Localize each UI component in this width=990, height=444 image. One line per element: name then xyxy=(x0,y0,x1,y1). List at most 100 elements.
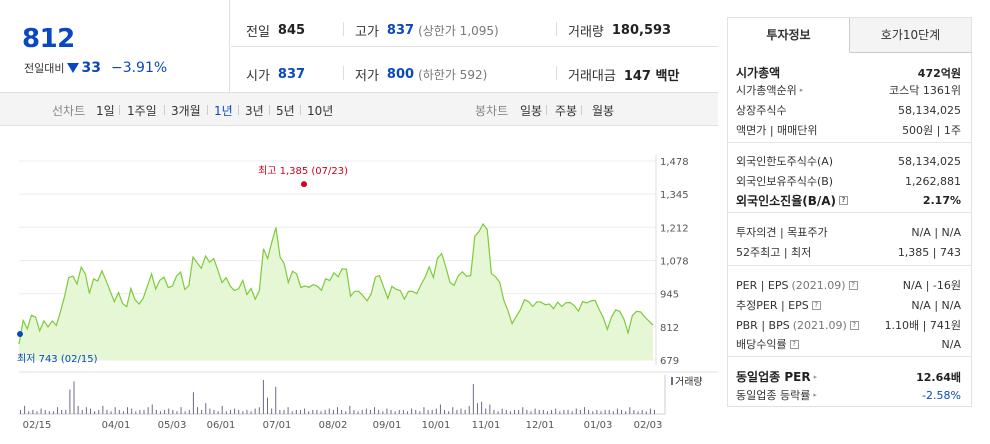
volume-bar xyxy=(402,409,404,414)
help-icon[interactable]: ? xyxy=(811,300,821,310)
est-per-value: N/A | N/A xyxy=(911,298,961,312)
tab-order-book[interactable]: 호가10단계 xyxy=(850,18,971,53)
volume-bar xyxy=(184,411,186,414)
foreign-hold-value: 1,262,881 xyxy=(905,174,961,188)
volume-bar xyxy=(188,409,190,414)
period-10y[interactable]: 10년 xyxy=(307,104,334,118)
candle-monthly[interactable]: 월봉 xyxy=(592,104,615,118)
volume-bar xyxy=(118,409,120,414)
volume-bar xyxy=(172,409,174,414)
foreign-limit-row: 외국인한도주식수(A) 58,134,025 xyxy=(736,153,961,169)
volume-bar xyxy=(304,408,306,414)
pbr-bps-value: 1.10배 | 741원 xyxy=(884,319,961,332)
open-price: 시가 837 xyxy=(246,65,305,84)
volume-bar xyxy=(36,411,38,414)
period-1w[interactable]: 1주일 xyxy=(127,104,157,118)
period-3m[interactable]: 3개월 xyxy=(171,104,201,118)
volume-bar xyxy=(398,409,400,414)
volume-label: 거래량 xyxy=(568,25,604,40)
volume-bar xyxy=(621,409,623,414)
volume-bar xyxy=(489,404,491,414)
volume-bar xyxy=(332,409,334,414)
price-chart[interactable]: 1,478 1,345 1,212 1,078 945 812 679 최고 1,385 (… xyxy=(0,127,718,444)
change-value: 33 xyxy=(81,60,101,76)
volume-bar xyxy=(501,408,503,414)
period-5y[interactable]: 5년 xyxy=(276,104,295,118)
help-icon[interactable]: ? xyxy=(839,196,849,205)
market-cap-label: 시가총액 xyxy=(736,66,781,80)
industry-per-row: 동일업종 PER ▸ 12.64배 xyxy=(736,368,961,385)
candle-weekly[interactable]: 주봉 xyxy=(555,104,578,118)
volume-bar xyxy=(374,407,376,414)
volume-bar xyxy=(98,409,100,414)
help-icon[interactable]: ? xyxy=(848,280,858,290)
opinion-label: 투자의견 | 목표주가 xyxy=(736,226,828,239)
shares-label: 상장주식수 xyxy=(736,104,787,117)
low-value: 800 xyxy=(386,67,415,82)
y-tick-label: 1,078 xyxy=(660,257,689,268)
high-marker-label: 최고 1,385 (07/23) xyxy=(258,165,348,177)
volume-bar xyxy=(654,409,655,414)
volume-bar xyxy=(415,409,417,414)
volume-bar xyxy=(431,409,433,414)
low-marker-dot xyxy=(17,331,23,338)
opinion-row: 투자의견 | 목표주가 N/A | N/A xyxy=(736,224,961,240)
volume-bar xyxy=(645,411,647,414)
volume-bar xyxy=(584,407,586,414)
volume-bar xyxy=(497,411,499,414)
price-area-fill xyxy=(19,224,653,360)
volume-bar xyxy=(262,380,264,414)
volume-bar xyxy=(579,409,581,414)
volume-bar xyxy=(567,409,569,414)
help-icon[interactable]: ? xyxy=(789,339,799,349)
candle-daily[interactable]: 일봉 xyxy=(520,104,543,118)
volume-bar xyxy=(192,392,194,414)
volume-bar xyxy=(159,411,161,414)
y-tick-label: 1,212 xyxy=(660,223,689,234)
market-cap-rank-value: 코스닥 1361위 xyxy=(889,84,961,97)
volume-bar xyxy=(48,411,50,414)
caret-right-icon: ▸ xyxy=(813,391,817,399)
change-rate: −3.91% xyxy=(110,60,168,76)
tab-investment-info[interactable]: 투자정보 xyxy=(728,18,850,53)
x-tick-label: 07/01 xyxy=(263,420,292,431)
volume-bar xyxy=(176,411,178,414)
volume-bar xyxy=(320,411,322,414)
current-price: 812 xyxy=(22,24,75,54)
dividend-row: 배당수익률? N/A xyxy=(736,336,961,352)
foreign-limit-value: 58,134,025 xyxy=(898,154,961,168)
volume-bar xyxy=(106,409,108,414)
volume-bar xyxy=(522,407,524,414)
volume-bar xyxy=(444,409,446,414)
volume-bar xyxy=(369,409,371,414)
volume-bar xyxy=(608,409,610,414)
help-icon[interactable]: ? xyxy=(849,320,859,330)
volume-bar xyxy=(538,409,540,414)
caret-right-icon: ▸ xyxy=(813,372,818,381)
volume-bar xyxy=(89,408,91,414)
volume-bar xyxy=(637,411,639,414)
volume-bar xyxy=(308,411,310,414)
volume-bar xyxy=(625,411,627,414)
volume-bar xyxy=(283,409,285,414)
foreign-ratio-value: 2.17% xyxy=(922,194,961,207)
y-tick-label: 812 xyxy=(660,323,679,334)
price-box: 812 전일대비 33 −3.91% xyxy=(0,0,230,92)
volume-bar xyxy=(456,409,458,414)
x-tick-label: 01/03 xyxy=(584,420,613,431)
investment-info-panel: 투자정보 호가10단계 시가총액 472억원 시가총액순위 ▸ 코스닥 1361위… xyxy=(727,17,972,407)
x-tick-label: 12/01 xyxy=(526,420,555,431)
period-1d[interactable]: 1일 xyxy=(96,104,115,118)
opinion-value: N/A | N/A xyxy=(911,225,961,239)
volume-bar xyxy=(649,408,651,414)
volume-bar xyxy=(337,407,338,414)
period-1y[interactable]: 1년 xyxy=(214,104,233,118)
x-tick-label: 06/01 xyxy=(207,420,236,431)
upper-limit: (상한가 1,095) xyxy=(418,24,499,38)
volume-bar xyxy=(361,409,363,414)
volume-bar xyxy=(604,409,606,414)
period-3y[interactable]: 3년 xyxy=(245,104,264,118)
lower-limit: (하한가 592) xyxy=(418,68,488,82)
volume-bar xyxy=(419,411,421,414)
week52-value: 1,385 | 743 xyxy=(897,245,961,259)
